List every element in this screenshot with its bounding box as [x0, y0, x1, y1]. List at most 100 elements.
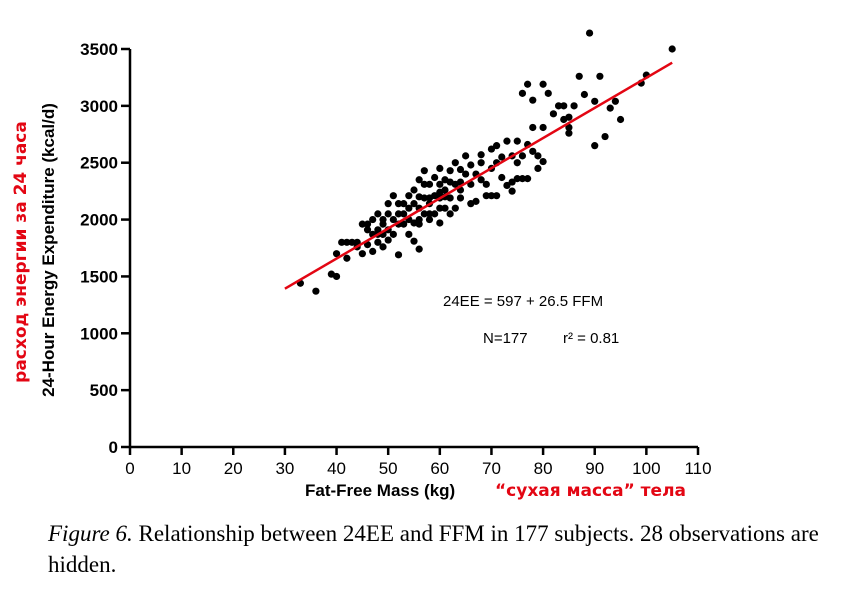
data-point	[395, 200, 402, 207]
x-tick-label: 100	[632, 459, 660, 478]
data-point	[534, 165, 541, 172]
data-point	[493, 192, 500, 199]
x-tick-label: 70	[482, 459, 501, 478]
data-point	[447, 194, 454, 201]
data-point	[514, 138, 521, 145]
y-tick-label: 1000	[80, 324, 118, 343]
data-points	[297, 29, 676, 294]
data-point	[539, 81, 546, 88]
data-point	[312, 288, 319, 295]
data-point	[519, 90, 526, 97]
data-point	[452, 159, 459, 166]
data-point	[478, 151, 485, 158]
data-point	[385, 200, 392, 207]
regression-line-group	[285, 63, 672, 289]
data-point	[343, 255, 350, 262]
x-tick-label: 50	[379, 459, 398, 478]
data-point	[570, 102, 577, 109]
data-point	[369, 216, 376, 223]
data-point	[379, 221, 386, 228]
data-point	[524, 175, 531, 182]
data-point	[447, 167, 454, 174]
y-tick-label: 0	[109, 438, 118, 457]
x-tick-label: 90	[585, 459, 604, 478]
caption-text: Relationship between 24EE and FFM in 177…	[48, 521, 819, 577]
data-point	[333, 273, 340, 280]
data-point	[539, 124, 546, 131]
data-point	[493, 142, 500, 149]
data-point	[400, 210, 407, 217]
data-point	[467, 161, 474, 168]
data-point	[601, 133, 608, 140]
data-point	[514, 159, 521, 166]
y-tick-label: 500	[90, 381, 118, 400]
data-point	[586, 29, 593, 36]
data-point	[467, 200, 474, 207]
data-point	[617, 116, 624, 123]
data-point	[576, 73, 583, 80]
x-tick-label: 60	[430, 459, 449, 478]
data-point	[426, 210, 433, 217]
x-tick-label: 20	[224, 459, 243, 478]
data-point	[581, 91, 588, 98]
data-point	[607, 105, 614, 112]
y-axis-ru-label: расход энергии за 24 часа	[11, 121, 31, 383]
data-point	[416, 216, 423, 223]
data-point	[498, 174, 505, 181]
data-point	[509, 188, 516, 195]
x-tick-label: 30	[275, 459, 294, 478]
data-point	[539, 158, 546, 165]
data-point	[529, 97, 536, 104]
data-point	[591, 98, 598, 105]
data-point	[374, 210, 381, 217]
data-point	[669, 45, 676, 52]
y-tick-label: 3500	[80, 40, 118, 59]
scatter-chart: 0500100015002000250030003500 01020304050…	[0, 0, 844, 510]
data-point	[545, 90, 552, 97]
data-point	[416, 246, 423, 253]
x-axis-title: Fat-Free Mass (kg)	[305, 481, 455, 500]
data-point	[385, 210, 392, 217]
data-point	[478, 159, 485, 166]
y-tick-label: 1500	[80, 267, 118, 286]
x-tick-label: 80	[534, 459, 553, 478]
x-tick-label: 40	[327, 459, 346, 478]
data-point	[436, 219, 443, 226]
data-point	[519, 152, 526, 159]
figure-label: Figure 6.	[48, 521, 133, 546]
data-point	[410, 238, 417, 245]
y-tick-label: 2000	[80, 211, 118, 230]
data-point	[457, 194, 464, 201]
data-point	[426, 181, 433, 188]
data-point	[436, 165, 443, 172]
data-point	[441, 205, 448, 212]
x-tick-label: 10	[172, 459, 191, 478]
x-axis-ru-label: “сухая масса” тела	[495, 481, 686, 501]
data-point	[591, 142, 598, 149]
data-point	[421, 167, 428, 174]
data-point	[379, 243, 386, 250]
data-point	[369, 248, 376, 255]
data-point	[565, 130, 572, 137]
data-point	[410, 186, 417, 193]
data-point	[534, 152, 541, 159]
figure-caption: Figure 6. Relationship between 24EE and …	[48, 518, 828, 580]
data-point	[483, 181, 490, 188]
data-point	[503, 138, 510, 145]
data-point	[550, 110, 557, 117]
data-point	[565, 114, 572, 121]
x-tick-label: 110	[684, 459, 711, 478]
data-point	[452, 205, 459, 212]
data-point	[612, 98, 619, 105]
regression-line	[285, 63, 672, 289]
x-tick-label: 0	[125, 459, 134, 478]
data-point	[431, 174, 438, 181]
y-tick-label: 2500	[80, 154, 118, 173]
data-point	[596, 73, 603, 80]
sample-size-label: N=177	[483, 330, 528, 347]
data-point	[462, 170, 469, 177]
data-point	[524, 81, 531, 88]
y-axis-title: 24-Hour Energy Expenditure (kcal/d)	[39, 103, 58, 397]
y-ticks: 0500100015002000250030003500	[80, 40, 130, 457]
r-squared-label: r² = 0.81	[563, 330, 619, 347]
